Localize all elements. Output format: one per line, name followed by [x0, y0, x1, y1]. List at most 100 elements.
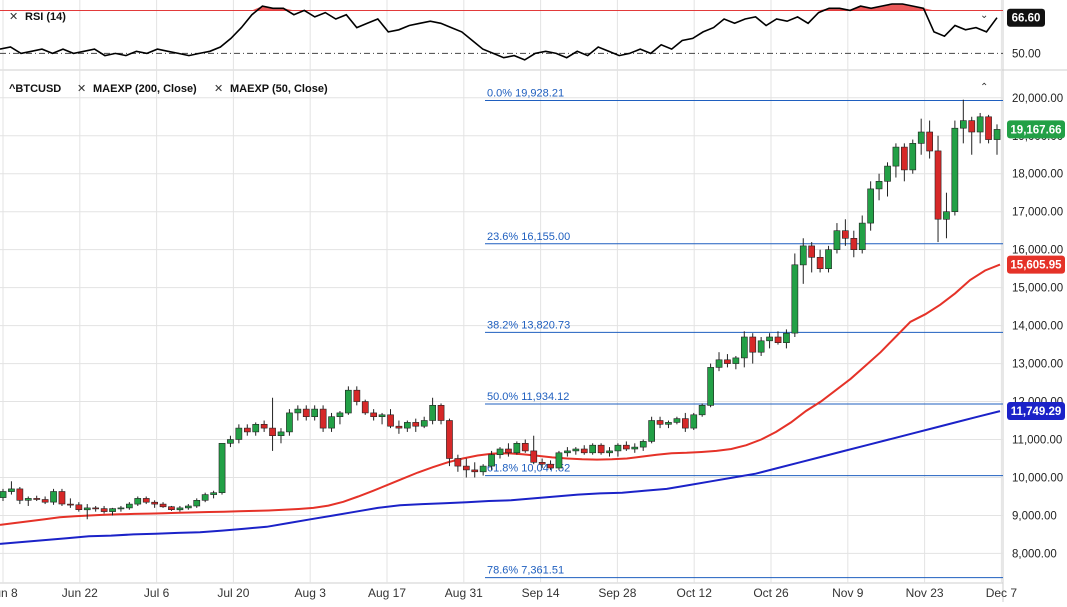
candle-body — [319, 408, 327, 429]
candle-body — [926, 131, 933, 152]
y-tick-label: 17,000.00 — [1012, 207, 1063, 219]
candle-body — [311, 408, 319, 418]
candle-body — [100, 508, 108, 512]
candle-body — [8, 488, 15, 492]
candle-body — [555, 452, 563, 469]
fib-level-label: 50.0% 11,934.12 — [487, 391, 569, 403]
rsi-close-icon[interactable]: ✕ — [9, 11, 19, 23]
x-tick-label: Sep 14 — [522, 586, 560, 600]
symbol-label: ^BTCUSD — [9, 83, 62, 95]
candle-body — [884, 165, 891, 182]
candle-body — [648, 420, 655, 442]
candle-body — [976, 116, 984, 133]
candle-body — [900, 146, 908, 171]
rsi-label: RSI (14) — [25, 11, 66, 23]
candle-body — [606, 450, 613, 454]
candle-body — [530, 450, 538, 463]
rsi-tick-label: 50.00 — [1012, 48, 1041, 60]
candle-body — [412, 422, 420, 427]
candle-body — [277, 431, 285, 436]
x-tick-label: Aug 3 — [295, 586, 327, 600]
candle-body — [774, 336, 782, 343]
candle-body — [538, 461, 546, 465]
fib-level-label: 38.2% 13,820.73 — [487, 319, 570, 331]
price-badge-label: 11,749.29 — [1011, 406, 1062, 418]
x-tick-label: Jun 8 — [0, 586, 18, 600]
y-tick-label: 8,000.00 — [1012, 548, 1057, 560]
fib-level-label: 0.0% 19,928.21 — [487, 88, 564, 100]
candle-body — [126, 503, 133, 509]
candle-body — [269, 427, 276, 437]
candle-body — [344, 389, 352, 414]
candle-body — [134, 498, 142, 505]
x-tick-label: Nov 9 — [832, 586, 864, 600]
x-tick-label: Dec 7 — [986, 586, 1018, 600]
candle-body — [564, 450, 571, 454]
y-tick-label: 10,000.00 — [1012, 472, 1063, 484]
y-tick-label: 15,000.00 — [1012, 283, 1063, 295]
candle-body — [690, 414, 698, 429]
fib-level-label: 78.6% 7,361.51 — [487, 565, 564, 577]
candle-body — [875, 181, 883, 190]
x-tick-label: Sep 28 — [598, 586, 636, 600]
candle-body — [833, 230, 841, 250]
candle-body — [715, 359, 723, 368]
price-badge — [1007, 255, 1065, 274]
candle-body — [395, 425, 403, 429]
candle-body — [724, 359, 731, 364]
candle-body — [917, 131, 925, 144]
rsi-value-badge — [1007, 8, 1045, 27]
candle-body — [286, 412, 293, 433]
candle-body — [462, 465, 470, 471]
candle-body — [985, 116, 992, 140]
candle-body — [252, 423, 260, 433]
y-tick-label: 13,000.00 — [1012, 359, 1063, 371]
x-tick-label: Oct 12 — [677, 586, 713, 600]
candle-body — [151, 501, 159, 505]
candle-body — [547, 463, 554, 469]
candle-body — [732, 357, 740, 364]
candle-body — [260, 423, 268, 429]
x-tick-label: Aug 17 — [368, 586, 406, 600]
candle-body — [41, 499, 49, 503]
candle-body — [302, 408, 310, 418]
candle-body — [951, 127, 959, 212]
candle-body — [244, 427, 251, 433]
candle-body — [159, 503, 167, 508]
price-badge-label: 19,167.66 — [1010, 124, 1061, 136]
x-tick-label: Aug 31 — [445, 586, 483, 600]
price-badge — [1007, 402, 1065, 421]
candle-body — [446, 420, 453, 459]
candle-body — [361, 401, 369, 414]
candle-body — [437, 404, 445, 421]
rsi-collapse-icon[interactable]: ⌄ — [980, 10, 989, 21]
candle-body — [75, 504, 83, 510]
price-badge-label: 15,605.95 — [1010, 260, 1062, 272]
candle-body — [909, 143, 917, 171]
candle-body — [370, 412, 378, 417]
candle-body — [496, 448, 504, 455]
candle-body — [825, 249, 832, 269]
candle-body — [656, 420, 664, 425]
candle-body — [378, 414, 386, 417]
ema200-label: MAEXP (200, Close) — [93, 83, 197, 95]
candle-body — [218, 442, 226, 493]
rsi-value-label: 66.60 — [1012, 13, 1041, 25]
ema200-close-icon[interactable]: ✕ — [77, 83, 87, 95]
candle-body — [740, 336, 748, 359]
candle-body — [353, 389, 361, 402]
ema50-label: MAEXP (50, Close) — [230, 83, 328, 95]
y-tick-label: 11,000.00 — [1012, 435, 1062, 447]
candle-body — [783, 332, 790, 344]
candle-body — [639, 441, 647, 448]
ema200-line — [0, 410, 1001, 545]
price-collapse-icon[interactable]: ⌃ — [980, 82, 989, 93]
candle-body — [521, 442, 529, 452]
candle-body — [92, 507, 99, 510]
candle-body — [867, 188, 874, 224]
fib-level-label: 23.6% 16,155.00 — [487, 231, 570, 243]
ema50-close-icon[interactable]: ✕ — [214, 83, 224, 95]
candle-body — [959, 120, 967, 129]
